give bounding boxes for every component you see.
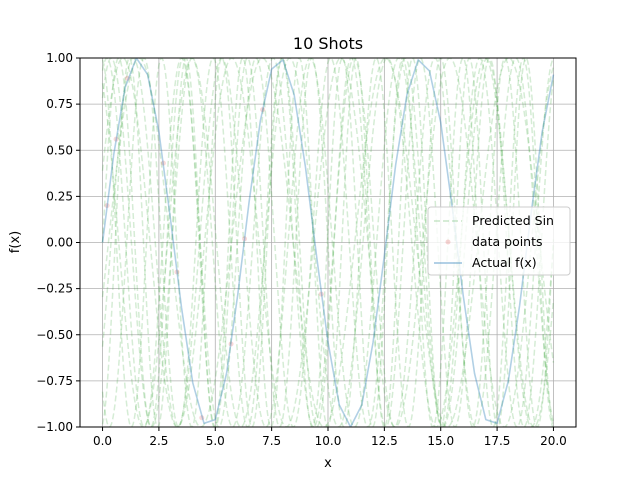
data-point-5 [199,415,205,421]
legend: Predicted Sin data points Actual f(x) [427,206,571,276]
data-point-3 [160,160,166,166]
y-tick-label-7: 0.75 [46,97,73,111]
y-axis-label: f(x) [8,231,23,253]
x-tick-label-3: 7.5 [262,434,281,448]
data-point-0 [104,203,110,209]
y-tick-label-8: 1.00 [46,51,73,65]
predicted-sin-curve-9 [101,58,554,427]
data-point-6 [228,341,234,347]
y-tick-label-2: −0.50 [36,328,73,342]
chart-title: 10 Shots [293,34,363,53]
predicted-sin-curve-7 [101,58,555,427]
legend-label-2: Actual f(x) [472,255,537,270]
actual-fx-line [101,58,555,427]
y-tick-label-6: 0.50 [46,143,73,157]
y-tick-label-0: −1.00 [36,420,73,434]
y-tick-label-5: 0.25 [46,189,73,203]
predicted-sin-curve-2 [101,58,555,427]
y-tick-label-1: −0.75 [36,374,73,388]
x-tick-label-1: 2.5 [149,434,168,448]
data-point-8 [260,107,266,113]
legend-label-1: data points [472,234,543,249]
data-point-4 [174,269,180,275]
legend-box [427,206,571,276]
x-tick-label-7: 17.5 [484,434,511,448]
predicted-sin-curve-6 [101,58,555,427]
predicted-sin-curve-4 [101,58,555,427]
data-point-7 [242,236,248,242]
data-point-9 [318,291,324,297]
legend-label-0: Predicted Sin [472,213,554,228]
x-tick-label-6: 15.0 [427,434,454,448]
predicted-sin-curve-3 [101,58,555,427]
data-point-1 [113,136,119,142]
data-point-2 [124,75,130,81]
x-axis-label: x [324,456,332,471]
x-tick-label-4: 10.0 [315,434,342,448]
predicted-sin-curve-1 [101,58,555,427]
y-tick-label-3: −0.25 [36,282,73,296]
plot-area: 0.0 2.5 5.0 7.5 10.0 12.5 15.0 17.5 20.0 −1.00 −0.… [36,51,577,448]
y-tick-label-4: 0.00 [46,236,73,250]
x-tick-label-0: 0.0 [93,434,112,448]
legend-marker-data-points [445,239,451,245]
x-tick-label-8: 20.0 [540,434,567,448]
x-tick-label-5: 12.5 [371,434,398,448]
x-tick-label-2: 5.0 [206,434,225,448]
